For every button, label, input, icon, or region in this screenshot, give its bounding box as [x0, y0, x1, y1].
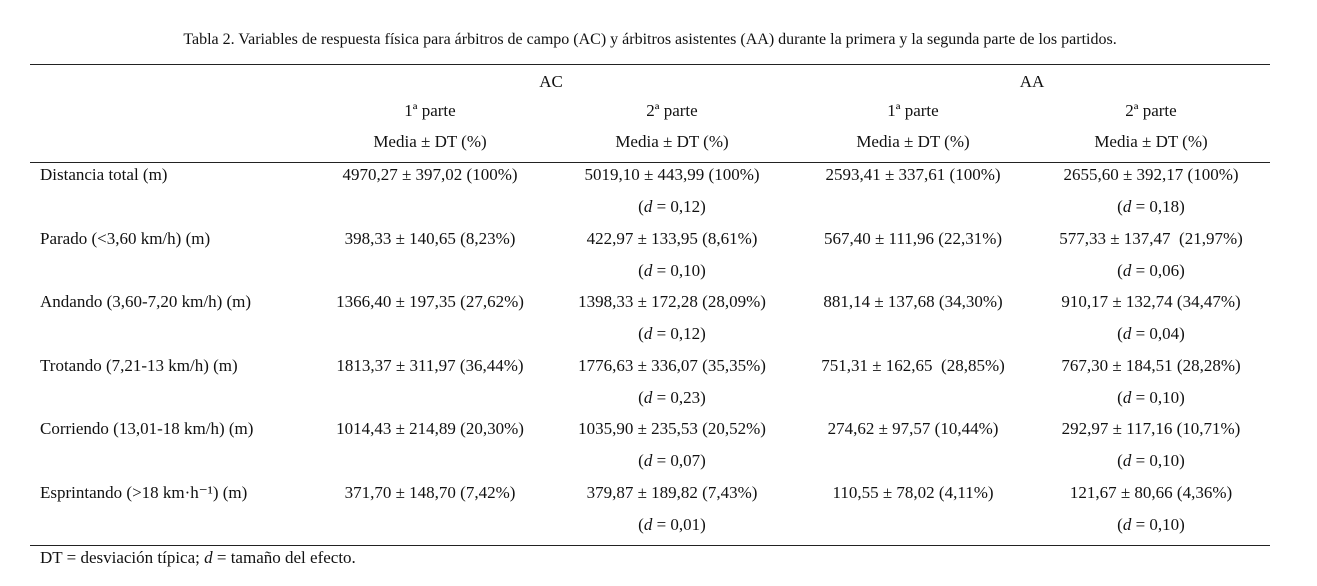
- cell-value: 910,17 ± 132,74 (34,47%): [1061, 292, 1241, 312]
- effect-size: (d = 0,12): [638, 324, 706, 344]
- cell-value: 2655,60 ± 392,17 (100%): [1063, 165, 1239, 184]
- cell-value: 371,70 ± 148,70 (7,42%): [344, 483, 516, 502]
- cell-value: 767,30 ± 184,51 (28,28%): [1061, 355, 1241, 375]
- stat-header: Media ± DT (%): [373, 132, 487, 151]
- group-header: AA: [1019, 72, 1045, 91]
- header-rule: [30, 162, 1270, 163]
- cell-value: 121,67 ± 80,66 (4,36%): [1069, 483, 1233, 502]
- effect-size: (d = 0,07): [638, 451, 706, 471]
- cell-value: 398,33 ± 140,65 (8,23%): [344, 228, 516, 248]
- top-rule: [30, 64, 1270, 65]
- cell-value: 1776,63 ± 336,07 (35,35%): [578, 355, 766, 375]
- cell-value: 577,33 ± 137,47 (21,97%): [1059, 228, 1243, 248]
- part-header: 1ª parte: [404, 101, 456, 120]
- effect-size: (d = 0,10): [638, 260, 706, 280]
- cell-value: 567,40 ± 111,96 (22,31%): [823, 228, 1003, 248]
- effect-size: (d = 0,18): [1117, 197, 1185, 216]
- cell-value: 5019,10 ± 443,99 (100%): [584, 165, 760, 184]
- part-header: 2ª parte: [1125, 101, 1177, 120]
- cell-value: 1813,37 ± 311,97 (36,44%): [336, 355, 524, 375]
- footnote: DT = desviación típica; d = tamaño del e…: [40, 548, 356, 567]
- cell-value: 274,62 ± 97,57 (10,44%): [827, 419, 999, 439]
- cell-value: 1398,33 ± 172,28 (28,09%): [578, 292, 766, 312]
- row-label: Parado (<3,60 km/h) (m): [40, 228, 211, 248]
- bottom-rule: [30, 545, 1270, 546]
- cell-value: 379,87 ± 189,82 (7,43%): [586, 483, 758, 502]
- effect-size: (d = 0,23): [638, 387, 706, 407]
- cell-value: 422,97 ± 133,95 (8,61%): [586, 228, 758, 248]
- stat-header: Media ± DT (%): [1094, 132, 1208, 151]
- group-header: AC: [539, 72, 563, 91]
- effect-size: (d = 0,10): [1117, 515, 1185, 534]
- row-label: Esprintando (>18 km·h⁻¹) (m): [40, 483, 248, 502]
- row-label: Andando (3,60-7,20 km/h) (m): [40, 292, 252, 312]
- row-label: Trotando (7,21-13 km/h) (m): [40, 355, 238, 375]
- cell-value: 1366,40 ± 197,35 (27,62%): [336, 292, 524, 312]
- cell-value: 1035,90 ± 235,53 (20,52%): [578, 419, 766, 439]
- table-title: Tabla 2. Variables de respuesta física p…: [183, 31, 1117, 48]
- cell-value: 751,31 ± 162,65 (28,85%): [821, 355, 1005, 375]
- cell-value: 2593,41 ± 337,61 (100%): [825, 165, 1001, 184]
- cell-value: 110,55 ± 78,02 (4,11%): [832, 483, 994, 502]
- effect-size: (d = 0,06): [1117, 260, 1185, 280]
- part-header: 2ª parte: [646, 101, 698, 120]
- stat-header: Media ± DT (%): [615, 132, 729, 151]
- cell-value: 1014,43 ± 214,89 (20,30%): [336, 419, 524, 439]
- effect-size: (d = 0,12): [638, 197, 706, 216]
- effect-size: (d = 0,10): [1117, 451, 1185, 471]
- cell-value: 292,97 ± 117,16 (10,71%): [1061, 419, 1241, 439]
- effect-size: (d = 0,10): [1117, 387, 1185, 407]
- cell-value: 881,14 ± 137,68 (34,30%): [823, 292, 1003, 312]
- stat-header: Media ± DT (%): [856, 132, 970, 151]
- part-header: 1ª parte: [887, 101, 939, 120]
- effect-size: (d = 0,04): [1117, 324, 1185, 344]
- row-label: Corriendo (13,01-18 km/h) (m): [40, 419, 254, 439]
- cell-value: 4970,27 ± 397,02 (100%): [342, 165, 518, 184]
- effect-size: (d = 0,01): [638, 515, 706, 534]
- row-label: Distancia total (m): [40, 165, 168, 184]
